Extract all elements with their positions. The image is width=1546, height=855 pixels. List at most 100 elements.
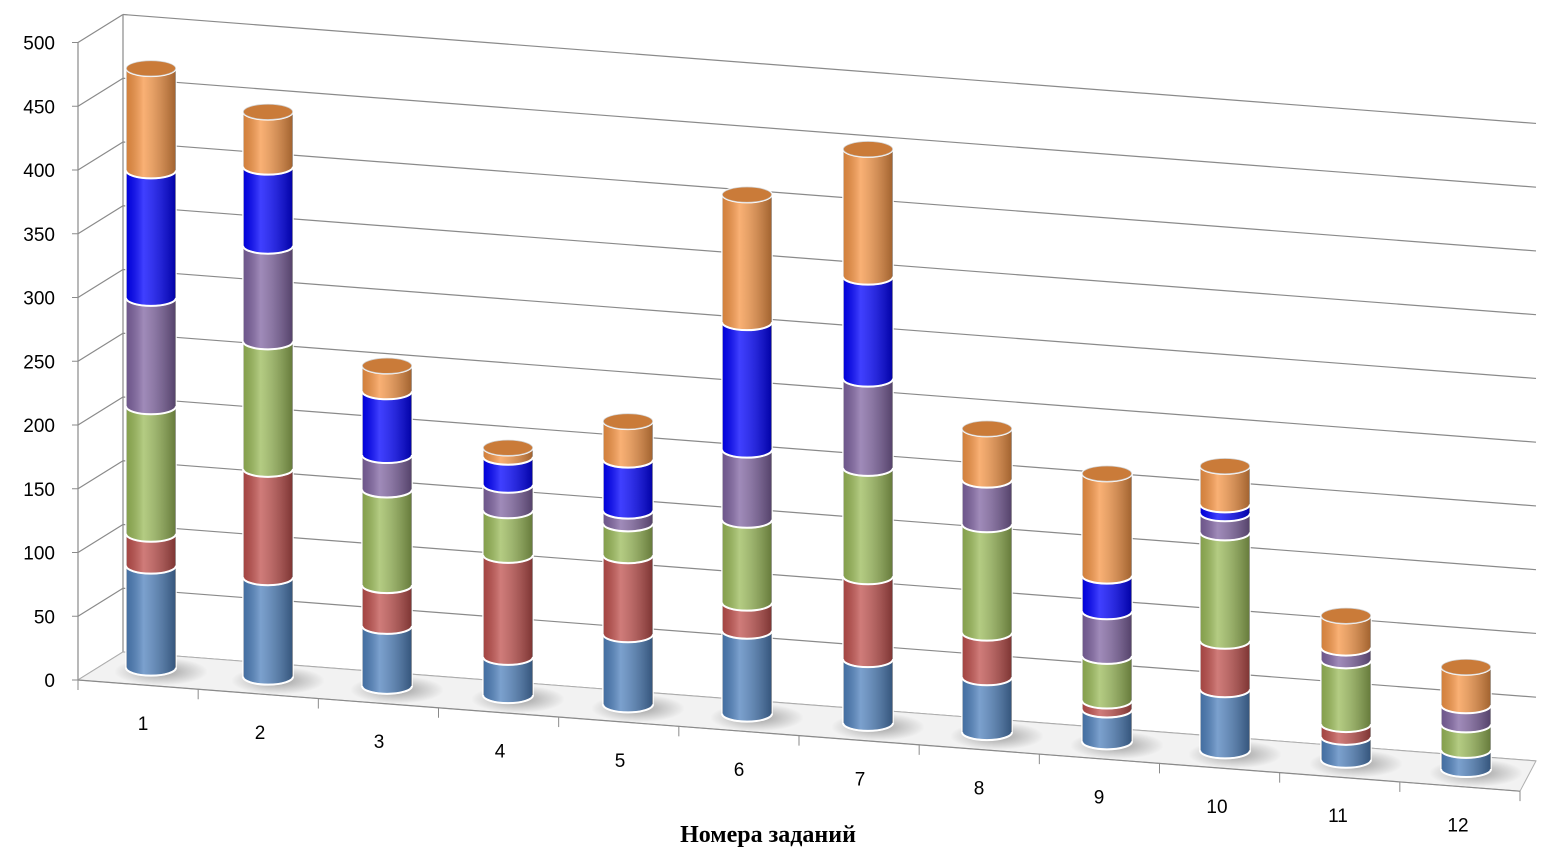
bar-segment	[482, 484, 534, 520]
bar-segment	[125, 564, 177, 677]
y-tick-label: 500	[23, 34, 55, 55]
bar-segment	[361, 584, 413, 635]
bar-segment	[721, 448, 773, 529]
bar-top	[361, 357, 413, 375]
bar-stack	[114, 59, 208, 686]
bar-segment	[721, 321, 773, 459]
gridline	[122, 523, 1537, 635]
bar-stack	[1429, 658, 1523, 788]
bar-segment	[721, 519, 773, 612]
side-gridline	[77, 13, 124, 44]
bar-segment	[242, 468, 294, 587]
bar-segment	[482, 554, 534, 666]
x-tick-label: 11	[1328, 806, 1348, 827]
gridlines	[77, 13, 1537, 762]
bar-segment	[1320, 614, 1372, 657]
side-gridline	[77, 205, 124, 235]
bar-stack	[1309, 606, 1403, 778]
bar-stack	[1070, 464, 1164, 760]
x-tick-label: 10	[1206, 797, 1227, 818]
gridline	[122, 77, 1537, 188]
bar-top	[1081, 464, 1133, 483]
bar-top	[721, 185, 773, 204]
bar-segment	[721, 193, 773, 332]
side-gridline	[77, 396, 124, 426]
x-tick-label: 9	[1094, 788, 1105, 809]
bar-top	[242, 103, 294, 121]
bar-segment	[361, 365, 413, 401]
bar-segment	[482, 509, 534, 564]
y-tick-label: 100	[23, 544, 55, 565]
bar-segment	[1081, 472, 1133, 585]
bar-segment	[961, 427, 1013, 489]
gridline	[122, 13, 1537, 125]
bar-segment	[842, 275, 894, 388]
bar-segment	[1320, 659, 1372, 734]
bar-segment	[361, 488, 413, 595]
bar-segment	[242, 165, 294, 255]
y-tick-label: 200	[23, 416, 55, 437]
bar-stack	[591, 412, 685, 723]
bar-segment	[961, 676, 1013, 742]
bar-segment	[1081, 708, 1133, 751]
gridline	[122, 460, 1537, 571]
bar-segment	[1199, 531, 1251, 650]
bar-stack	[350, 357, 444, 704]
bar-segment	[961, 478, 1013, 534]
bar-segment	[1440, 666, 1492, 715]
bar-segment	[242, 340, 294, 478]
bar-stack	[1188, 457, 1282, 769]
y-tick-label: 300	[23, 289, 55, 310]
bar-stack	[710, 185, 804, 732]
bar-segment	[361, 454, 413, 499]
bars	[114, 59, 1523, 788]
bar-top	[961, 419, 1013, 438]
bar-top	[842, 140, 894, 158]
bar-stack	[831, 140, 925, 741]
bar-segment	[602, 458, 654, 520]
bar-segment	[242, 244, 294, 351]
bar-segment	[602, 554, 654, 644]
bar-segment	[842, 658, 894, 732]
y-tick-label: 450	[23, 97, 55, 118]
bar-segment	[361, 390, 413, 465]
bar-top	[1199, 457, 1251, 475]
side-gridline	[77, 460, 124, 490]
side-gridline	[77, 587, 124, 617]
bar-segment	[125, 67, 177, 180]
bar-top	[1440, 658, 1492, 676]
x-tick-label: 7	[855, 769, 866, 790]
gridline	[122, 587, 1537, 698]
bar-segment	[125, 405, 177, 543]
bar-segment	[1081, 574, 1133, 621]
bar-top	[125, 59, 177, 78]
bar-segment	[1199, 688, 1251, 760]
bar-segment	[1440, 723, 1492, 759]
gridline	[122, 205, 1537, 316]
bar-segment	[1081, 655, 1133, 710]
bar-segment	[242, 111, 294, 176]
bar-top	[482, 439, 534, 457]
bar-segment	[961, 523, 1013, 642]
bar-segment	[1081, 610, 1133, 665]
bar-segment	[1199, 465, 1251, 514]
bar-segment	[125, 297, 177, 416]
side-gridline	[77, 332, 124, 362]
bar-segment	[842, 467, 894, 586]
bar-segment	[1199, 640, 1251, 699]
y-tick-label: 350	[23, 225, 55, 246]
bar-top	[1320, 606, 1372, 625]
y-tick-label: 250	[23, 352, 55, 373]
bar-segment	[482, 455, 534, 494]
bar-segment	[602, 522, 654, 565]
bar-segment	[721, 601, 773, 640]
x-axis-title: Номера заданий	[680, 822, 856, 848]
y-axis: 0 50 100 150 200 250 300 350 400 450 500	[23, 34, 78, 692]
bar-segment	[961, 631, 1013, 687]
x-axis: 1 2 3 4 5 6 7 8 9 10 11 12	[77, 679, 1521, 836]
x-tick-label: 12	[1447, 815, 1468, 836]
x-tick-label: 2	[255, 723, 266, 744]
y-tick-label: 0	[44, 671, 55, 692]
bar-top	[602, 412, 654, 431]
